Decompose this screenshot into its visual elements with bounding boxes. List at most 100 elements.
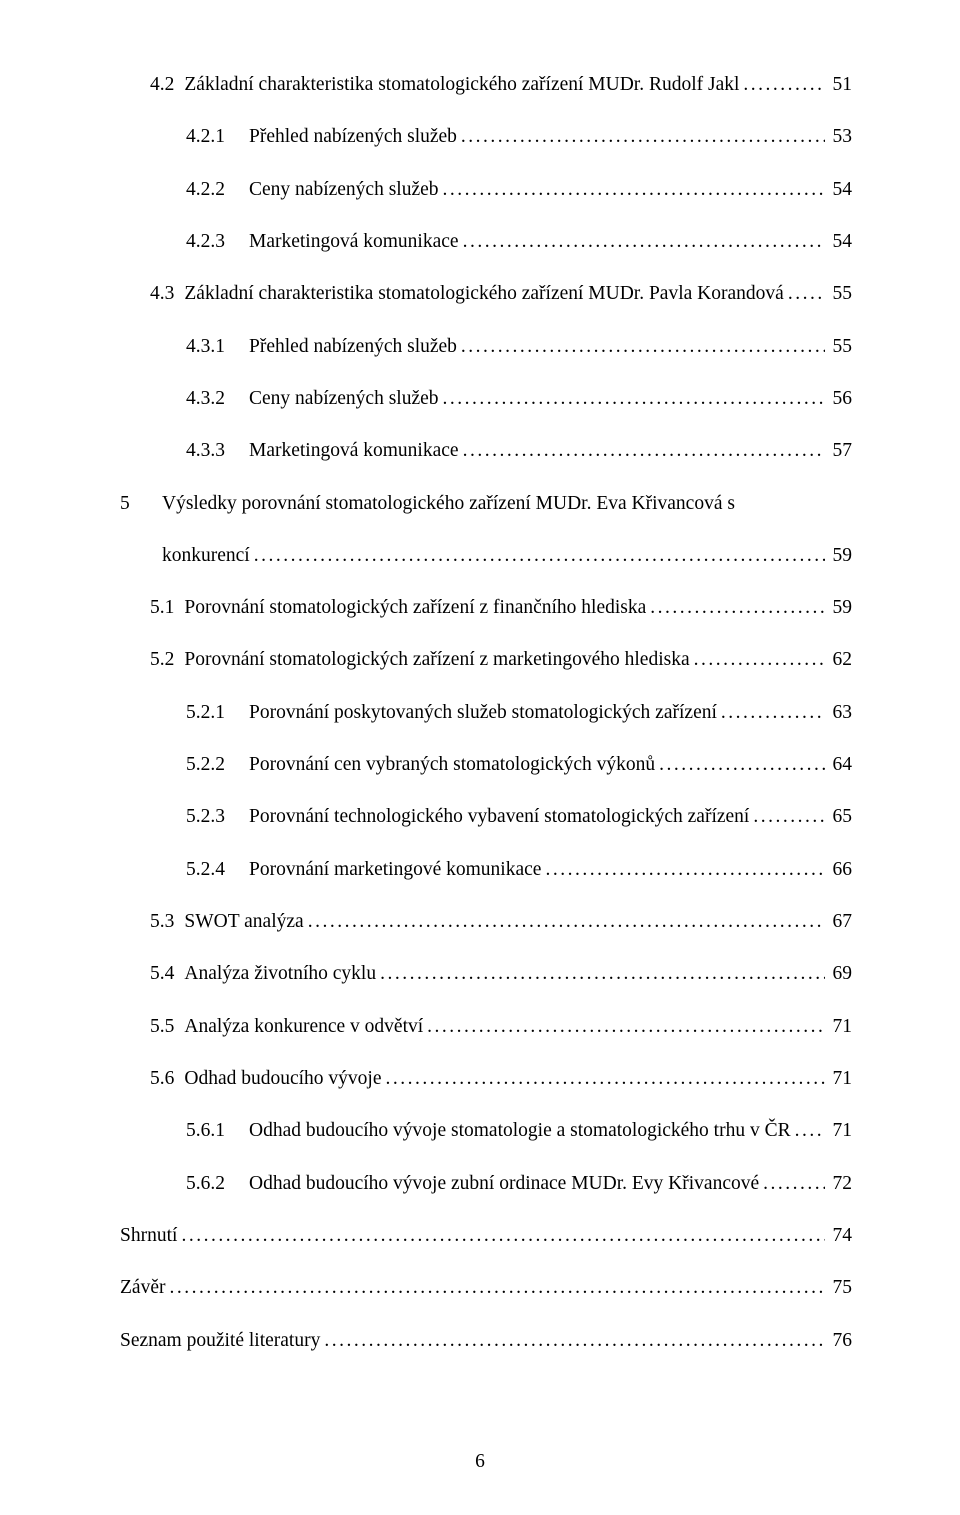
toc-entry: Závěr75 <box>120 1275 852 1301</box>
toc-entry: 4.3Základní charakteristika stomatologic… <box>120 281 852 307</box>
toc-entry: 4.3.3Marketingová komunikace 57 <box>120 438 852 464</box>
toc-leader <box>753 804 824 830</box>
toc-entry-title: Ceny nabízených služeb <box>249 177 439 203</box>
toc-entry-title: Marketingová komunikace <box>249 438 459 464</box>
toc-entry-number: 4.2.1 <box>186 124 249 150</box>
toc-entry-title: Ceny nabízených služeb <box>249 386 439 412</box>
toc-leader <box>427 1014 824 1040</box>
toc-leader <box>650 595 824 621</box>
toc-entry-title: Přehled nabízených služeb <box>249 124 457 150</box>
toc-entry-number: 4.2.2 <box>186 177 249 203</box>
toc-entry-page: 56 <box>829 386 853 412</box>
toc-entry-number: 5.6.1 <box>186 1118 249 1144</box>
toc-entry: Shrnutí74 <box>120 1223 852 1249</box>
toc-entry: 5.2Porovnání stomatologických zařízení z… <box>120 647 852 673</box>
toc-entry-page: 55 <box>829 334 853 360</box>
toc-entry-number: 4.2.3 <box>186 229 249 255</box>
toc-entry-title: Porovnání stomatologických zařízení z fi… <box>184 595 646 621</box>
toc-entry-page: 59 <box>829 595 853 621</box>
toc-entry: 4.3.2Ceny nabízených služeb 56 <box>120 386 852 412</box>
toc-entry: 5.2.4Porovnání marketingové komunikace66 <box>120 857 852 883</box>
page: 4.2Základní charakteristika stomatologic… <box>0 0 960 1515</box>
toc-leader <box>659 752 824 778</box>
toc-entry-number: 5.2.2 <box>186 752 249 778</box>
toc-entry-page: 57 <box>829 438 853 464</box>
toc-entry: 5.2.2Porovnání cen vybraných stomatologi… <box>120 752 852 778</box>
toc-entry-number: 5.6 <box>150 1066 184 1092</box>
toc-leader <box>788 281 825 307</box>
toc-entry-number: 4.3 <box>150 281 184 307</box>
toc-entry-title: Odhad budoucího vývoje <box>184 1066 381 1092</box>
toc-entry-page: 62 <box>829 647 853 673</box>
toc-entry-number: 5.2.1 <box>186 700 249 726</box>
toc-leader <box>181 1223 824 1249</box>
toc-leader <box>380 961 824 987</box>
toc-leader <box>721 700 825 726</box>
toc-entry-number: 5.2 <box>150 647 184 673</box>
toc-entry-number: 4.3.2 <box>186 386 249 412</box>
toc-entry: 5.2.3Porovnání technologického vybavení … <box>120 804 852 830</box>
toc-entry-page: 74 <box>829 1223 853 1249</box>
toc-entry-page: 72 <box>829 1171 853 1197</box>
toc-leader <box>743 72 824 98</box>
toc-entry-title: Přehled nabízených služeb <box>249 334 457 360</box>
toc-entry: 5.5Analýza konkurence v odvětví71 <box>120 1014 852 1040</box>
toc-entry-page: 54 <box>829 177 853 203</box>
toc-entry-number: 5 <box>120 491 162 517</box>
toc-entry-number: 5.2.3 <box>186 804 249 830</box>
toc-entry-page: 64 <box>829 752 853 778</box>
toc-entry-page: 71 <box>829 1118 853 1144</box>
toc-entry-number: 5.2.4 <box>186 857 249 883</box>
toc-entry: 5.3SWOT analýza 67 <box>120 909 852 935</box>
toc-entry-title: Odhad budoucího vývoje stomatologie a st… <box>249 1118 791 1144</box>
toc-entry-number: 4.3.3 <box>186 438 249 464</box>
toc-leader <box>443 177 825 203</box>
toc-entry-title: Porovnání cen vybraných stomatologických… <box>249 752 655 778</box>
toc-entry-page: 59 <box>829 543 853 569</box>
toc-entry: 5Výsledky porovnání stomatologického zař… <box>120 491 852 517</box>
toc-entry-title: Analýza konkurence v odvětví <box>184 1014 423 1040</box>
toc-leader <box>254 543 825 569</box>
toc-entry: Seznam použité literatury 76 <box>120 1328 852 1354</box>
toc-leader <box>763 1171 824 1197</box>
toc-entry-number: 5.6.2 <box>186 1171 249 1197</box>
toc-leader <box>386 1066 825 1092</box>
toc-leader <box>324 1328 824 1354</box>
toc-entry-page: 54 <box>829 229 853 255</box>
toc-entry-number: 5.1 <box>150 595 184 621</box>
toc-entry-page: 55 <box>829 281 853 307</box>
toc-entry-page: 71 <box>829 1066 853 1092</box>
toc-leader <box>461 334 825 360</box>
toc-entry-page: 76 <box>829 1328 853 1354</box>
toc-entry: 4.2Základní charakteristika stomatologic… <box>120 72 852 98</box>
toc-entry: 4.2.2Ceny nabízených služeb 54 <box>120 177 852 203</box>
toc-entry-page: 75 <box>829 1275 853 1301</box>
toc-entry-title: SWOT analýza <box>184 909 303 935</box>
toc-entry-page: 51 <box>829 72 853 98</box>
toc-entry-number: 5.3 <box>150 909 184 935</box>
toc-entry-page: 69 <box>829 961 853 987</box>
toc-entry-title: Seznam použité literatury <box>120 1328 320 1354</box>
toc-entry-number: 5.5 <box>150 1014 184 1040</box>
toc-entry: 5.6.1Odhad budoucího vývoje stomatologie… <box>120 1118 852 1144</box>
toc-entry: 4.3.1Přehled nabízených služeb 55 <box>120 334 852 360</box>
toc-entry: konkurencí59 <box>120 543 852 569</box>
toc-leader <box>308 909 825 935</box>
toc-entry-title: Odhad budoucího vývoje zubní ordinace MU… <box>249 1171 759 1197</box>
toc-entry-title: Porovnání technologického vybavení stoma… <box>249 804 749 830</box>
toc-entry: 5.4Analýza životního cyklu69 <box>120 961 852 987</box>
toc-entry-page: 65 <box>829 804 853 830</box>
toc-entry: 4.2.3Marketingová komunikace54 <box>120 229 852 255</box>
toc-entry-number: 5.4 <box>150 961 184 987</box>
toc-leader <box>795 1118 825 1144</box>
toc-leader <box>461 124 825 150</box>
toc-entry: 5.2.1Porovnání poskytovaných služeb stom… <box>120 700 852 726</box>
toc-entry-page: 53 <box>829 124 853 150</box>
toc-leader <box>463 229 825 255</box>
toc-entry-number: 4.3.1 <box>186 334 249 360</box>
page-number: 6 <box>0 1451 960 1473</box>
toc-entry-title: Základní charakteristika stomatologickéh… <box>184 281 783 307</box>
toc-entry-page: 67 <box>829 909 853 935</box>
toc-entry: 5.6Odhad budoucího vývoje 71 <box>120 1066 852 1092</box>
toc-entry: 4.2.1Přehled nabízených služeb 53 <box>120 124 852 150</box>
